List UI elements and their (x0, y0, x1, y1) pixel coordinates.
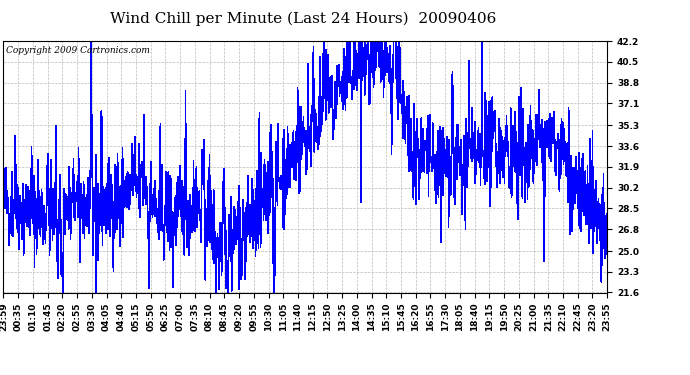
Text: Copyright 2009 Cartronics.com: Copyright 2009 Cartronics.com (6, 46, 150, 55)
Text: Wind Chill per Minute (Last 24 Hours)  20090406: Wind Chill per Minute (Last 24 Hours) 20… (110, 11, 497, 26)
